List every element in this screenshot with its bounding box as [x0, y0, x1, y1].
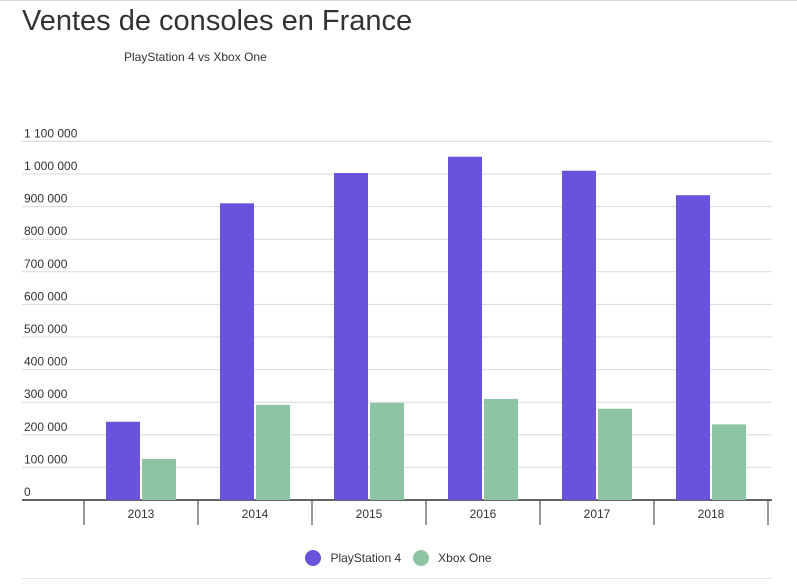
y-tick-label: 500 000 — [24, 322, 68, 336]
x-tick-label: 2013 — [128, 507, 155, 521]
legend-item-xbox[interactable]: Xbox One — [413, 550, 492, 566]
x-tick-label: 2015 — [356, 507, 383, 521]
legend-label-ps4: PlayStation 4 — [330, 551, 402, 565]
y-tick-label: 700 000 — [24, 257, 68, 271]
bar-ps4 — [676, 195, 710, 500]
y-tick-label: 1 100 000 — [24, 126, 78, 140]
bar-xbox — [712, 424, 746, 500]
x-tick-label: 2014 — [242, 507, 269, 521]
bar-xbox — [598, 408, 632, 500]
legend-swatch-xbox — [413, 550, 430, 566]
x-tick-label: 2017 — [584, 507, 611, 521]
bottom-divider — [22, 578, 772, 579]
legend-label-xbox: Xbox One — [438, 551, 492, 565]
y-tick-label: 100 000 — [24, 452, 68, 466]
legend-item-ps4[interactable]: PlayStation 4 — [305, 550, 401, 566]
bar-ps4 — [448, 156, 482, 501]
legend: PlayStation 4 Xbox One — [0, 550, 797, 566]
y-tick-label: 600 000 — [24, 289, 68, 303]
bar-xbox — [142, 458, 176, 500]
bar-ps4 — [220, 203, 254, 500]
bar-ps4 — [334, 173, 368, 500]
bar-chart: 0 100 000 200 000 300 000 400 000 500 000 600 … — [22, 126, 772, 525]
x-tick-label: 2016 — [470, 507, 497, 521]
bar-ps4 — [562, 170, 596, 501]
y-tick-label: 900 000 — [24, 192, 68, 206]
bar-xbox — [370, 402, 404, 500]
y-tick-label: 400 000 — [24, 355, 68, 369]
y-tick-label: 300 000 — [24, 387, 68, 401]
y-tick-label: 200 000 — [24, 420, 68, 434]
y-tick-label: 0 — [24, 485, 31, 499]
bar-ps4 — [106, 421, 140, 500]
chart-title: Ventes de consoles en France — [22, 5, 413, 37]
top-divider — [0, 0, 797, 1]
bar-xbox — [484, 398, 518, 500]
y-tick-label: 800 000 — [24, 224, 68, 238]
y-tick-label: 1 000 000 — [24, 159, 78, 173]
x-tick-label: 2018 — [698, 507, 725, 521]
bar-xbox — [256, 404, 290, 500]
legend-swatch-ps4 — [305, 550, 322, 566]
chart-subtitle: PlayStation 4 vs Xbox One — [124, 50, 267, 64]
